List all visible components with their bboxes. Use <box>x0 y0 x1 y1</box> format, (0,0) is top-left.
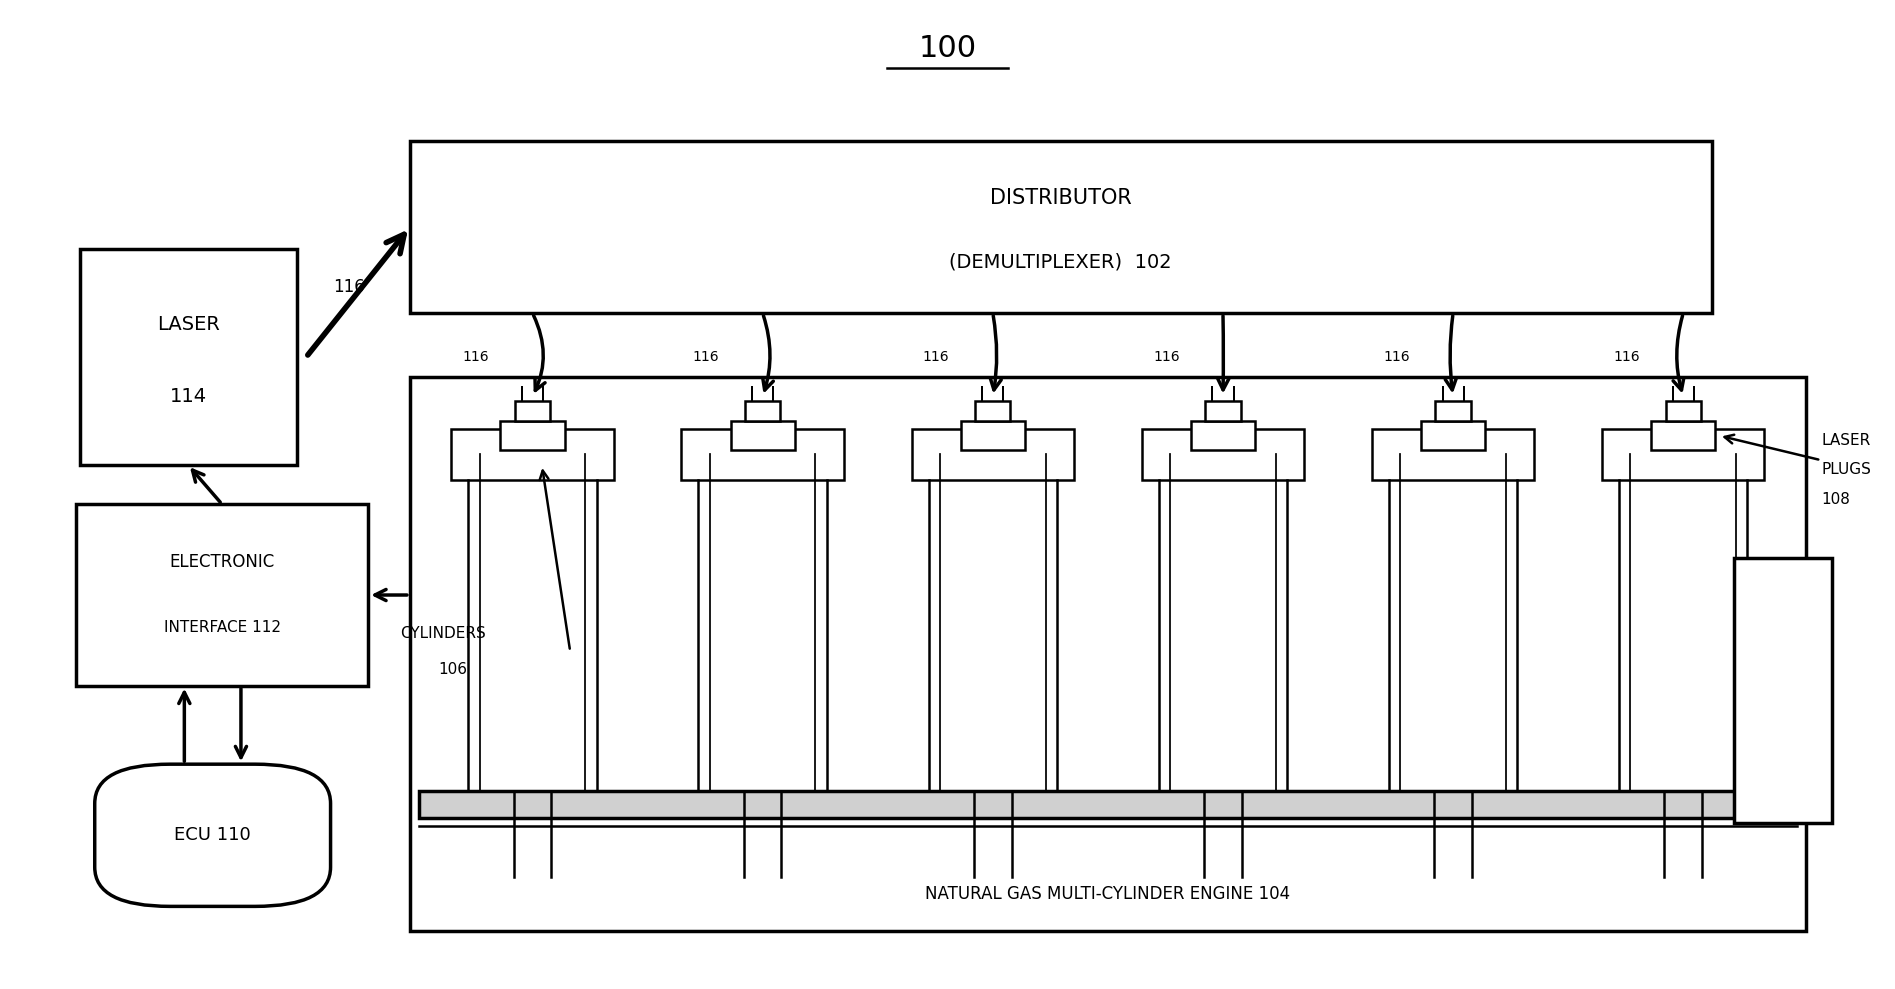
Text: 116: 116 <box>1613 350 1639 364</box>
Bar <box>1601 429 1764 480</box>
Text: PLUGS: PLUGS <box>1821 463 1870 478</box>
Bar <box>1190 421 1254 450</box>
Text: ELECTRONIC: ELECTRONIC <box>169 554 275 572</box>
Bar <box>451 429 614 480</box>
Text: ECU 110: ECU 110 <box>174 826 250 845</box>
Bar <box>80 249 298 465</box>
Bar <box>682 429 843 480</box>
Text: 116: 116 <box>462 350 489 364</box>
Bar <box>1436 402 1471 421</box>
Text: NATURAL GAS MULTI-CYLINDER ENGINE 104: NATURAL GAS MULTI-CYLINDER ENGINE 104 <box>925 884 1290 903</box>
Text: INTERFACE 112: INTERFACE 112 <box>163 620 280 635</box>
Bar <box>1421 421 1486 450</box>
Bar <box>961 421 1025 450</box>
Bar <box>419 790 1796 818</box>
Text: CYLINDERS: CYLINDERS <box>400 626 487 641</box>
Bar <box>976 402 1010 421</box>
Text: 108: 108 <box>1821 492 1850 507</box>
Text: 114: 114 <box>169 387 207 405</box>
Bar <box>76 504 368 685</box>
Text: (DEMULTIPLEXER)  102: (DEMULTIPLEXER) 102 <box>949 252 1171 271</box>
Text: DISTRIBUTOR: DISTRIBUTOR <box>989 188 1131 208</box>
Bar <box>911 429 1074 480</box>
Text: 116: 116 <box>1152 350 1181 364</box>
Bar <box>731 421 794 450</box>
Bar <box>1143 429 1304 480</box>
Text: 116: 116 <box>1383 350 1410 364</box>
Text: 116: 116 <box>694 350 720 364</box>
Text: 116: 116 <box>923 350 949 364</box>
Bar <box>745 402 781 421</box>
FancyBboxPatch shape <box>95 764 330 906</box>
Bar <box>1734 558 1832 823</box>
Text: 100: 100 <box>919 34 976 62</box>
Bar <box>1651 421 1715 450</box>
Bar <box>1666 402 1702 421</box>
Text: 106: 106 <box>438 662 466 676</box>
Bar <box>409 377 1806 931</box>
Bar <box>500 421 565 450</box>
Bar <box>1205 402 1241 421</box>
Bar <box>515 402 550 421</box>
Bar <box>1372 429 1535 480</box>
Text: 116: 116 <box>334 278 366 296</box>
Bar <box>409 141 1711 314</box>
Text: LASER: LASER <box>157 315 220 334</box>
Text: LASER: LASER <box>1821 433 1870 448</box>
